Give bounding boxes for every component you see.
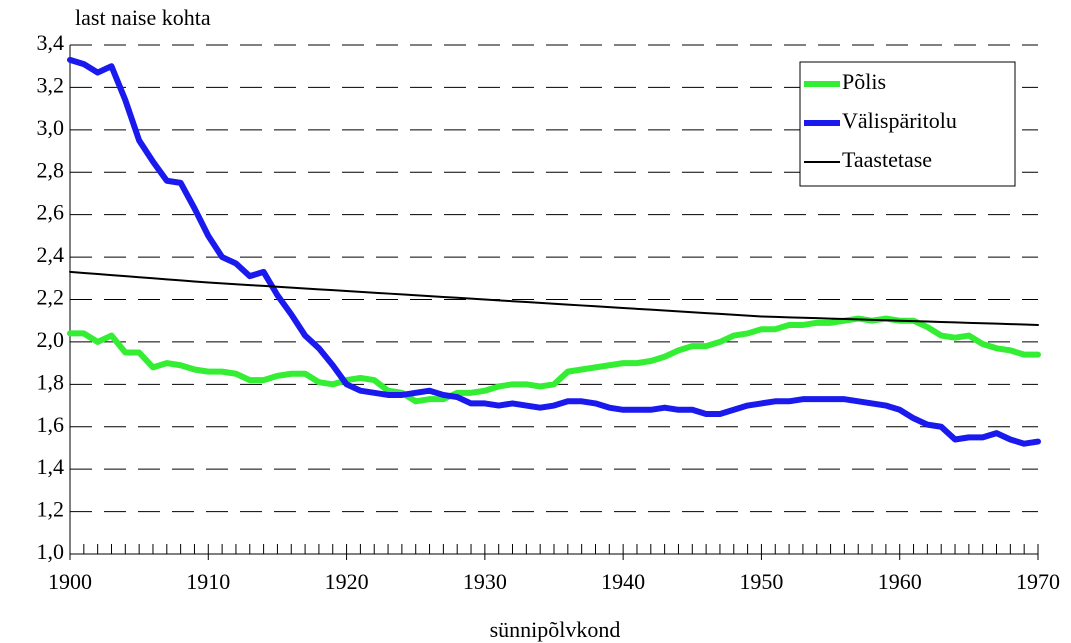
x-tick-label: 1970 xyxy=(1016,569,1060,594)
y-tick-label: 3,4 xyxy=(37,30,65,55)
y-tick-label: 2,4 xyxy=(37,242,65,267)
y-tick-label: 2,0 xyxy=(37,327,65,352)
legend-label: Põlis xyxy=(842,69,886,94)
series-line xyxy=(67,56,1041,447)
x-tick-label: 1950 xyxy=(739,569,783,594)
y-tick-label: 1,8 xyxy=(37,369,65,394)
y-tick-label: 1,0 xyxy=(37,539,65,564)
x-tick-label: 1910 xyxy=(186,569,230,594)
legend-label: Välispäritolu xyxy=(842,108,957,133)
y-tick-label: 1,2 xyxy=(37,497,65,522)
y-tick-label: 3,0 xyxy=(37,115,65,140)
series-line xyxy=(67,315,1041,405)
x-tick-label: 1920 xyxy=(325,569,369,594)
x-tick-label: 1900 xyxy=(48,569,92,594)
legend-label: Taastetase xyxy=(842,147,932,172)
y-tick-label: 3,2 xyxy=(37,72,65,97)
series-line xyxy=(69,270,1039,326)
y-tick-label: 1,6 xyxy=(37,412,65,437)
x-axis-label: sünnipõlvkond xyxy=(490,617,621,642)
x-tick-label: 1930 xyxy=(463,569,507,594)
y-tick-label: 2,8 xyxy=(37,157,65,182)
y-tick-label: 2,2 xyxy=(37,285,65,310)
y-tick-label: 1,4 xyxy=(37,454,65,479)
y-axis-label: last naise kohta xyxy=(75,5,211,30)
x-tick-label: 1940 xyxy=(601,569,645,594)
x-tick-label: 1960 xyxy=(878,569,922,594)
y-tick-label: 2,6 xyxy=(37,200,65,225)
